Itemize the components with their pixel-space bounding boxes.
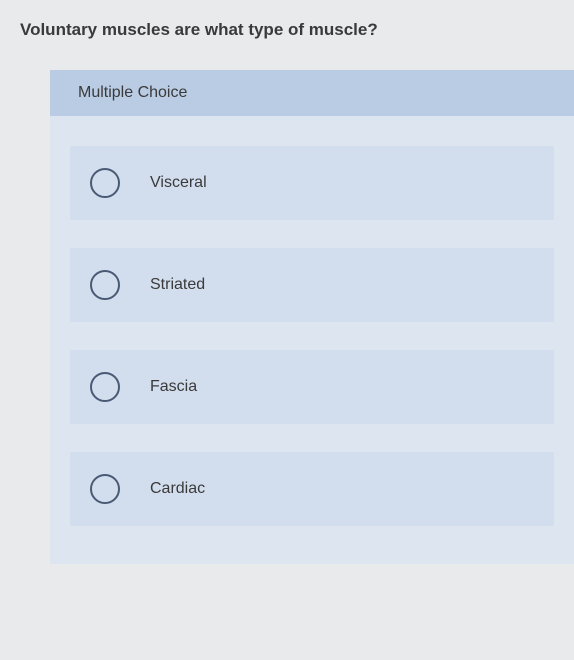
option-label: Visceral xyxy=(150,174,207,192)
panel-header: Multiple Choice xyxy=(50,70,574,116)
radio-icon xyxy=(90,270,120,300)
radio-icon xyxy=(90,474,120,504)
option-visceral[interactable]: Visceral xyxy=(70,146,554,220)
options-container: Visceral Striated Fascia Cardiac xyxy=(50,116,574,564)
radio-icon xyxy=(90,168,120,198)
option-fascia[interactable]: Fascia xyxy=(70,350,554,424)
question-area: Voluntary muscles are what type of muscl… xyxy=(0,0,574,70)
radio-icon xyxy=(90,372,120,402)
option-cardiac[interactable]: Cardiac xyxy=(70,452,554,526)
question-text: Voluntary muscles are what type of muscl… xyxy=(20,20,554,40)
option-striated[interactable]: Striated xyxy=(70,248,554,322)
option-label: Fascia xyxy=(150,378,197,396)
option-label: Striated xyxy=(150,276,205,294)
answer-panel: Multiple Choice Visceral Striated Fascia… xyxy=(50,70,574,564)
option-label: Cardiac xyxy=(150,480,205,498)
